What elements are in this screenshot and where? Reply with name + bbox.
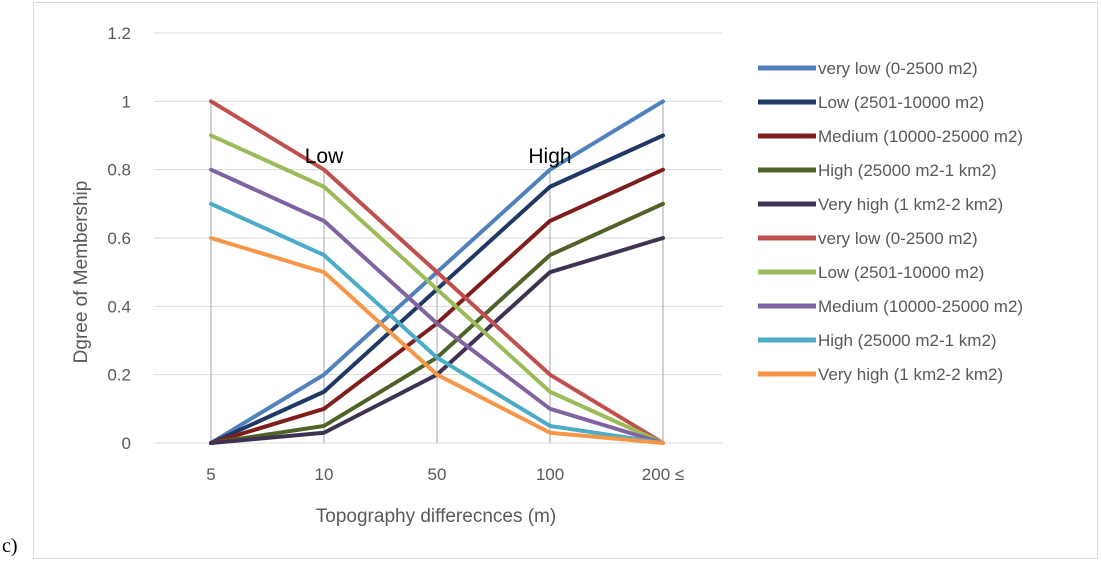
legend-label: High (25000 m2-1 km2): [818, 331, 997, 350]
panel-label: c): [2, 535, 18, 557]
x-axis-title: Topography differecnces (m): [316, 506, 556, 527]
gridlines: [154, 32, 722, 444]
y-tick-label: 0.4: [107, 297, 131, 316]
x-tick-label: 100: [536, 465, 564, 484]
legend-label: Medium (10000-25000 m2): [818, 297, 1023, 316]
x-tick-labels: 5 10 50 100 200 ≤: [206, 465, 684, 484]
y-tick-label: 0: [122, 434, 131, 453]
y-tick-label: 1: [122, 92, 131, 111]
legend-label: High (25000 m2-1 km2): [818, 161, 997, 180]
annotation-label: High: [528, 145, 571, 168]
series-line-8: [209, 167, 665, 445]
y-axis-title: Dgree of Membership: [71, 181, 92, 364]
y-tick-label: 0.6: [107, 229, 131, 248]
series-line-9: [209, 201, 665, 445]
legend-label: Very high (1 km2-2 km2): [818, 195, 1003, 214]
legend: very low (0-2500 m2) Low (2501-10000 m2) M…: [758, 59, 1023, 384]
series-line-6: [209, 99, 665, 445]
x-tick-label: 10: [315, 465, 334, 484]
series-line-10: [209, 236, 665, 445]
legend-label: Medium (10000-25000 m2): [818, 127, 1023, 146]
annotations: Low High: [305, 145, 572, 168]
x-tick-label: 5: [206, 465, 215, 484]
legend-label: Low (2501-10000 m2): [818, 93, 984, 112]
legend-label: Very high (1 km2-2 km2): [818, 365, 1003, 384]
series-line-7: [209, 133, 665, 445]
series-lines: [209, 99, 665, 445]
x-tick-label: 50: [428, 465, 447, 484]
legend-label: very low (0-2500 m2): [818, 59, 978, 78]
y-tick-label: 0.2: [107, 366, 131, 385]
chart-frame: [33, 2, 1098, 559]
y-tick-label: 0.8: [107, 161, 131, 180]
legend-label: very low (0-2500 m2): [818, 229, 978, 248]
y-tick-labels: 0 0.2 0.4 0.6 0.8 1 1.2: [107, 24, 131, 453]
x-tick-label: 200 ≤: [642, 465, 684, 484]
y-tick-label: 1.2: [107, 24, 131, 43]
annotation-label: Low: [305, 145, 344, 168]
legend-label: Low (2501-10000 m2): [818, 263, 984, 282]
